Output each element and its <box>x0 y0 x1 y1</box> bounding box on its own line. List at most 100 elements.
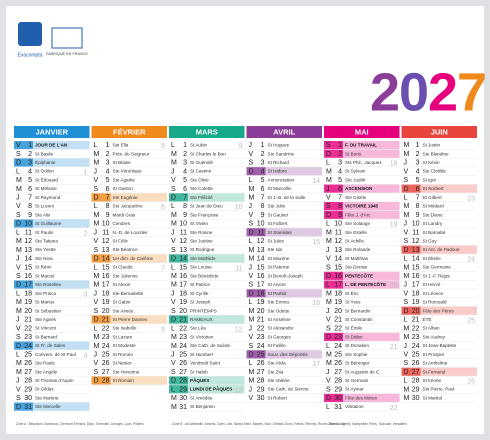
week-number: 7 <box>161 265 165 272</box>
weekday: S <box>326 264 331 271</box>
day-highlight <box>91 193 167 202</box>
day-number: 11 <box>180 229 187 236</box>
day-highlight <box>169 315 245 324</box>
day-highlight <box>401 245 477 254</box>
day-number: 26 <box>257 360 265 367</box>
weekday: L <box>249 238 253 245</box>
saint: St Mélaine <box>35 186 57 191</box>
weekday: V <box>16 264 21 271</box>
saint: St Georges <box>268 334 292 339</box>
day-number: 18 <box>257 290 265 297</box>
day-highlight <box>91 315 167 324</box>
weekday: L <box>16 229 20 236</box>
weekday: V <box>16 203 21 210</box>
day-number: 9 <box>338 212 342 219</box>
week-number: 22 <box>390 405 398 412</box>
day-number: 23 <box>257 334 265 341</box>
saint: St Fernand <box>423 369 446 374</box>
day-number: 6 <box>416 186 420 193</box>
saint: Ste Mathilde <box>190 256 216 261</box>
week-number: 2 <box>84 230 88 237</box>
day-number: 28 <box>179 378 187 385</box>
weekday: M <box>404 395 410 402</box>
day-number-cell <box>246 350 266 359</box>
saint: Ste Alix <box>35 212 51 217</box>
weekday: L <box>326 404 330 411</box>
day-highlight <box>91 376 167 385</box>
weekday: D <box>404 308 409 315</box>
saint: Ste Emma <box>268 300 290 305</box>
weekday: S <box>249 343 254 350</box>
day-number: 1 <box>338 142 342 149</box>
weekday: S <box>249 282 254 289</box>
day-number: 16 <box>102 273 110 280</box>
weekday: S <box>94 308 99 315</box>
day-number-cell <box>324 149 343 158</box>
saint: St Stanislas <box>268 230 293 235</box>
saint: Ste Valérie <box>268 378 291 383</box>
weekday: S <box>16 395 21 402</box>
saint: St Guénolé <box>190 160 213 165</box>
saint: Fête des Pères <box>423 308 455 313</box>
saint: St J.-F. Régis <box>423 273 451 278</box>
weekday: M <box>326 177 332 184</box>
weekday: L <box>94 142 98 149</box>
weekday: D <box>326 212 331 219</box>
saint: Ste Clotilde <box>423 169 447 174</box>
weekday: M <box>94 160 100 167</box>
saint: St Landry <box>423 221 443 226</box>
day-highlight <box>246 350 322 359</box>
weekday: M <box>404 203 410 210</box>
weekday: M <box>404 151 410 158</box>
weekday: L <box>249 360 253 367</box>
day-highlight <box>324 393 400 402</box>
day-number: 26 <box>412 360 420 367</box>
day-number: 3 <box>183 160 187 167</box>
weekday: S <box>94 369 99 376</box>
saint: N.-D. de Lourdes <box>113 230 149 235</box>
saint: Annonciation <box>268 177 295 182</box>
saint: St Léonce <box>423 291 444 296</box>
day-number: 19 <box>334 299 342 306</box>
day-number: 3 <box>416 160 420 167</box>
day-number: 12 <box>257 238 265 245</box>
day-number-cell <box>246 228 266 237</box>
saint: St Guillaume <box>35 221 62 226</box>
weekday: M <box>326 229 332 236</box>
week-number: 9 <box>239 143 243 150</box>
weekday: J <box>94 351 98 358</box>
saint: St Thomas d'Aquin <box>35 378 74 383</box>
saint: RAMEAUX <box>190 317 213 322</box>
week-number: 12 <box>235 326 243 333</box>
saint: St Modeste <box>113 343 137 348</box>
weekday: M <box>326 238 332 245</box>
saint: Ste Paule <box>35 361 55 366</box>
weekday: M <box>16 186 22 193</box>
saint: Ste Tatiana <box>35 238 58 243</box>
saint: St Joseph <box>190 300 211 305</box>
year-digit: 2 <box>428 62 458 122</box>
saint: St Fulbert <box>268 221 289 226</box>
saint: St Éric <box>345 290 359 296</box>
day-number: 2 <box>106 151 110 158</box>
day-number: 8 <box>28 203 32 210</box>
saint: ASCENSION <box>345 186 373 191</box>
day-number: 25 <box>102 351 110 358</box>
weekday: M <box>171 273 177 280</box>
day-number-cell <box>246 167 266 176</box>
day-number: 6 <box>338 186 342 193</box>
day-number-cell <box>324 202 343 211</box>
saint: Ste Blandine <box>423 151 449 156</box>
day-number: 11 <box>257 229 264 236</box>
weekday: S <box>16 273 21 280</box>
weekday: M <box>94 334 100 341</box>
saint: Mardi Gras <box>113 212 136 217</box>
day-number: 24 <box>102 343 110 350</box>
weekday: L <box>171 325 175 332</box>
weekday: J <box>171 229 175 236</box>
week-number: 17 <box>312 361 320 368</box>
weekday: L <box>171 386 175 393</box>
day-number: 10 <box>24 221 32 228</box>
weekday: L <box>404 378 408 385</box>
day-number: 9 <box>261 212 265 219</box>
